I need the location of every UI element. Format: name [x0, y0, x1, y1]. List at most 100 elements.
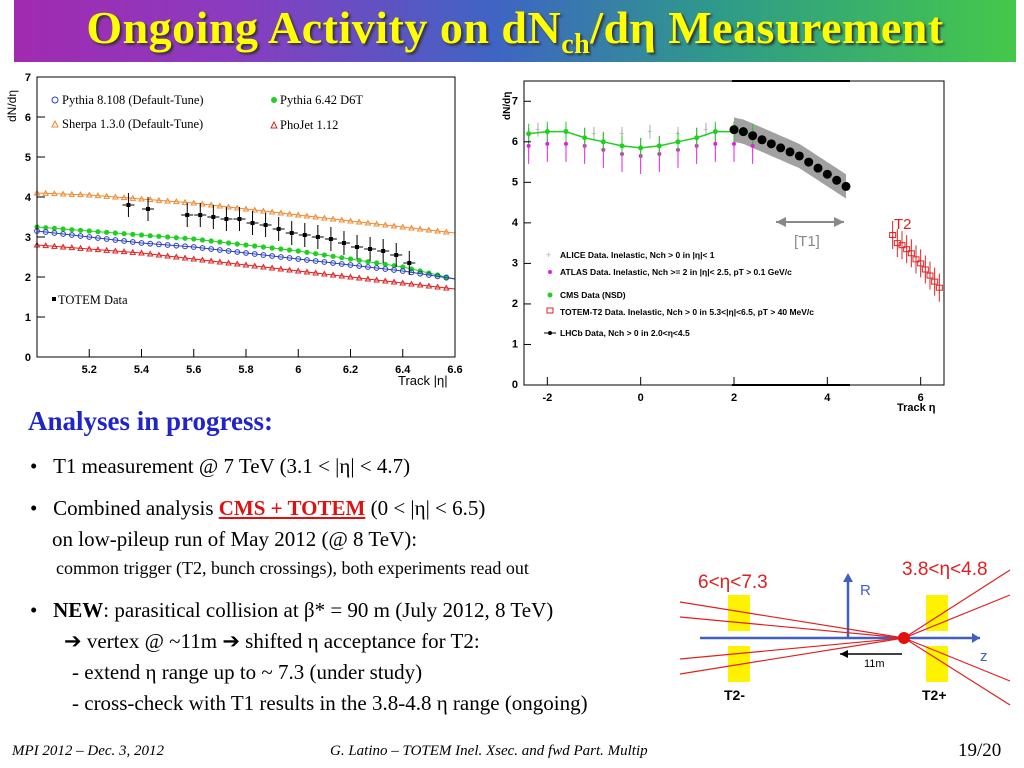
left-point: [225, 240, 232, 246]
left-point: [442, 284, 450, 291]
left-point: [260, 263, 267, 270]
left-ylabel: dN/dη: [5, 90, 19, 122]
t2-point: [889, 232, 897, 239]
t2-point: [921, 266, 929, 273]
left-xtick-label: 5.8: [238, 364, 253, 376]
left-point: [59, 190, 67, 197]
lhcb-point: [766, 139, 776, 149]
left-point: [321, 270, 328, 277]
left-point: [286, 255, 293, 261]
left-point: [416, 281, 424, 288]
right-ytick-label: 5: [512, 176, 518, 188]
left-point: [190, 199, 198, 206]
left-point: [269, 253, 276, 259]
alice-point: +: [535, 125, 540, 135]
z-label: z: [980, 648, 988, 665]
cms-point: [544, 129, 550, 135]
left-point: [251, 262, 259, 269]
left-point: [217, 239, 223, 245]
left-point: [165, 234, 171, 240]
left-point: [60, 231, 67, 237]
title-suffix: /dη Measurement: [590, 2, 944, 53]
left-point: [330, 260, 336, 266]
t1-label: [T1]: [794, 233, 820, 250]
left-point: [42, 229, 49, 235]
left-legend: Pythia 8.108 (Default-Tune) Pythia 6.42 …: [51, 93, 363, 307]
left-point: [373, 220, 380, 227]
left-point: [199, 200, 206, 207]
left-point: [233, 260, 241, 267]
left-point: [138, 232, 145, 238]
left-point: [147, 233, 153, 239]
bullet-2-post: (0 < |η| < 6.5): [365, 496, 486, 520]
left-point: [347, 273, 354, 280]
lhcb-point: [729, 125, 739, 135]
left-point: [95, 235, 101, 241]
t2-plus-upper: [926, 595, 948, 631]
legend-pythia6: Pythia 6.42 D6T: [280, 93, 363, 107]
right-ytick-label: 0: [512, 379, 518, 391]
left-point: [434, 283, 441, 290]
legend-marker-atlas: [548, 270, 552, 274]
page-number: 19/20: [958, 740, 1002, 761]
left-point: [373, 276, 380, 283]
left-point: [330, 253, 336, 259]
bullet-2-line2: on low-pileup run of May 2012 (@ 8 TeV):: [52, 527, 418, 551]
left-point: [199, 237, 206, 243]
left-point: [77, 227, 84, 233]
t2-point: [903, 246, 911, 253]
right-ytick-label: 6: [512, 136, 518, 148]
left-point: [251, 206, 259, 213]
lhcb-point: [804, 157, 814, 167]
left-point: [104, 229, 110, 235]
left-point: [251, 251, 258, 257]
right-ytick-label: 2: [512, 298, 518, 310]
left-point: [242, 205, 250, 212]
left-point: [190, 244, 197, 250]
left-point: [373, 265, 380, 271]
left-point: [216, 202, 224, 209]
t2-point: [935, 284, 943, 291]
bullet-2-line3: common trigger (T2, bunch crossings), bo…: [56, 558, 529, 578]
right-ytick-label: 3: [512, 257, 518, 269]
left-point: [146, 250, 154, 257]
legend-totem-t2: TOTEM-T2 Data. Inelastic, Nch > 0 in 5.3…: [560, 307, 814, 317]
left-point: [286, 210, 293, 217]
totem-point: [341, 241, 346, 245]
left-xtick-label: 5.6: [186, 364, 201, 376]
left-point: [172, 253, 180, 260]
bullet-2: • Combined analysis CMS + TOTEM (0 < |η|…: [30, 496, 486, 520]
left-point: [425, 282, 433, 289]
left-point: [442, 228, 450, 235]
right-ylabel: dN/dη: [502, 92, 513, 120]
legend-marker-cms: [547, 292, 553, 298]
right-ytick-label: 1: [512, 338, 518, 350]
left-point: [364, 219, 372, 226]
cms-point: [675, 139, 681, 145]
left-xtick-label: 5.2: [82, 364, 97, 376]
left-point: [129, 239, 136, 245]
left-point: [121, 238, 127, 244]
left-point: [338, 216, 346, 223]
left-xtick-label: 6.2: [343, 364, 358, 376]
right-ytick-label: 4: [512, 217, 519, 229]
lhcb-point: [738, 127, 748, 137]
left-point: [339, 255, 345, 261]
totem-point: [328, 237, 333, 241]
totem-point: [368, 247, 373, 251]
left-point: [374, 260, 380, 266]
left-point: [164, 252, 171, 259]
left-xtick-label: 5.4: [134, 364, 150, 376]
left-point: [86, 234, 93, 240]
left-point: [181, 254, 189, 261]
left-point: [304, 249, 310, 255]
t2-point: [907, 250, 915, 257]
left-point: [95, 229, 101, 235]
atlas-point: [564, 141, 568, 146]
cms-point: [526, 131, 532, 137]
legend-atlas: ATLAS Data. Inelastic, Nch >= 2 in |η|< …: [560, 267, 792, 277]
vertex-dot: [898, 632, 910, 644]
left-point: [321, 259, 328, 265]
left-point: [42, 189, 50, 196]
left-xtick-label: 6.4: [395, 364, 411, 376]
